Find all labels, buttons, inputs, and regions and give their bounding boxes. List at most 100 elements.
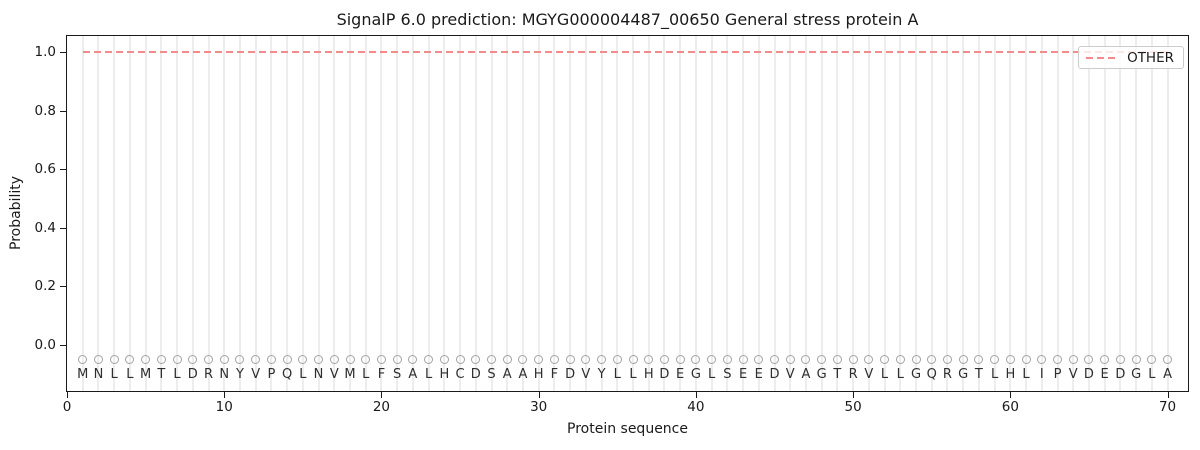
gridline bbox=[160, 36, 163, 391]
gridline bbox=[506, 36, 509, 391]
residue-letter: L bbox=[613, 367, 621, 383]
residue-marker-circle bbox=[408, 355, 418, 365]
residue-marker-circle bbox=[565, 355, 575, 365]
residue-marker-circle bbox=[235, 355, 245, 365]
residue-marker-circle bbox=[329, 355, 339, 365]
residue-letter: V bbox=[1068, 367, 1078, 383]
x-tick-mark bbox=[1010, 392, 1012, 398]
residue-marker-circle bbox=[78, 355, 88, 365]
x-tick-label: 20 bbox=[372, 399, 391, 415]
residue-marker-circle bbox=[502, 355, 512, 365]
residue-marker-circle bbox=[990, 355, 1000, 365]
residue-marker-circle bbox=[1037, 355, 1047, 365]
gridline bbox=[490, 36, 493, 391]
residue-letter: L bbox=[1022, 367, 1030, 383]
gridline bbox=[1040, 36, 1043, 391]
residue-letter: L bbox=[424, 367, 433, 383]
gridline bbox=[1087, 36, 1090, 391]
residue-letter: L bbox=[110, 367, 118, 383]
gridline bbox=[1056, 36, 1059, 391]
residue-marker-circle bbox=[188, 355, 198, 365]
residue-letter: R bbox=[203, 367, 214, 383]
gridline bbox=[521, 36, 524, 391]
residue-letter: T bbox=[833, 367, 842, 383]
residue-letter: Q bbox=[926, 367, 937, 383]
y-tick-mark bbox=[60, 286, 66, 288]
residue-letter: A bbox=[502, 367, 512, 383]
residue-letter: H bbox=[643, 367, 654, 383]
residue-letter: S bbox=[723, 367, 732, 383]
x-tick-label: 10 bbox=[215, 399, 233, 415]
residue-marker-circle bbox=[848, 355, 858, 365]
x-tick-mark bbox=[67, 392, 68, 398]
x-tick-label: 70 bbox=[1158, 399, 1177, 415]
residue-marker-circle bbox=[754, 355, 764, 365]
gridline bbox=[238, 36, 241, 391]
residue-letter: N bbox=[313, 367, 324, 383]
y-tick-mark bbox=[60, 169, 66, 171]
gridline bbox=[600, 36, 603, 391]
y-tick-label: 1.0 bbox=[34, 44, 56, 61]
residue-letter: D bbox=[565, 367, 576, 383]
x-tick-mark bbox=[695, 392, 697, 398]
residue-letter: L bbox=[362, 367, 370, 383]
residue-marker-circle bbox=[1100, 355, 1110, 365]
gridline bbox=[742, 36, 745, 391]
gridline bbox=[207, 36, 210, 391]
x-tick-label: 30 bbox=[530, 399, 548, 415]
residue-letter: R bbox=[848, 367, 858, 383]
gridline bbox=[867, 36, 870, 391]
residue-marker-circle bbox=[895, 355, 905, 365]
residue-marker-circle bbox=[518, 355, 528, 365]
residue-marker-circle bbox=[1163, 355, 1173, 365]
residue-marker-circle bbox=[1005, 355, 1015, 365]
residue-marker-circle bbox=[597, 355, 607, 365]
residue-marker-circle bbox=[376, 355, 386, 365]
residue-letter: E bbox=[676, 367, 685, 383]
gridline bbox=[977, 36, 980, 391]
residue-letter: G bbox=[816, 367, 827, 383]
gridline bbox=[852, 36, 855, 391]
residue-letter: Q bbox=[281, 367, 293, 383]
residue-letter: S bbox=[393, 367, 402, 383]
gridline bbox=[97, 36, 100, 391]
gridline bbox=[411, 36, 414, 391]
residue-marker-circle bbox=[880, 355, 890, 365]
residue-marker-circle bbox=[455, 355, 465, 365]
gridline bbox=[254, 36, 257, 391]
gridline bbox=[364, 36, 367, 391]
gridline bbox=[176, 36, 179, 391]
residue-letter: G bbox=[958, 367, 969, 383]
residue-marker-circle bbox=[156, 355, 166, 365]
residue-letter: Y bbox=[235, 367, 244, 383]
residue-letter: P bbox=[267, 367, 276, 383]
residue-marker-circle bbox=[251, 355, 261, 365]
y-tick-label: 0.8 bbox=[34, 102, 56, 119]
residue-letter: M bbox=[77, 367, 89, 383]
residue-marker-circle bbox=[817, 355, 827, 365]
residue-letter: H bbox=[1005, 367, 1016, 383]
residue-marker-circle bbox=[298, 355, 308, 365]
gridline bbox=[930, 36, 933, 391]
residue-marker-circle bbox=[864, 355, 874, 365]
residue-letter: D bbox=[1083, 367, 1094, 383]
residue-letter: N bbox=[219, 367, 230, 383]
gridline bbox=[443, 36, 446, 391]
gridline bbox=[317, 36, 320, 391]
gridline bbox=[537, 36, 540, 391]
residue-marker-circle bbox=[219, 355, 229, 365]
gridline bbox=[333, 36, 336, 391]
gridline bbox=[396, 36, 399, 391]
residue-marker-circle bbox=[282, 355, 292, 365]
gridline bbox=[286, 36, 289, 391]
y-tick-mark bbox=[60, 52, 66, 54]
x-tick-mark bbox=[853, 392, 855, 398]
gridline bbox=[1009, 36, 1012, 391]
residue-letter: R bbox=[942, 367, 952, 383]
residue-letter: G bbox=[910, 367, 922, 383]
residue-letter: A bbox=[801, 367, 811, 383]
residue-letter: L bbox=[299, 367, 307, 383]
residue-marker-circle bbox=[612, 355, 622, 365]
gridline bbox=[710, 36, 713, 391]
